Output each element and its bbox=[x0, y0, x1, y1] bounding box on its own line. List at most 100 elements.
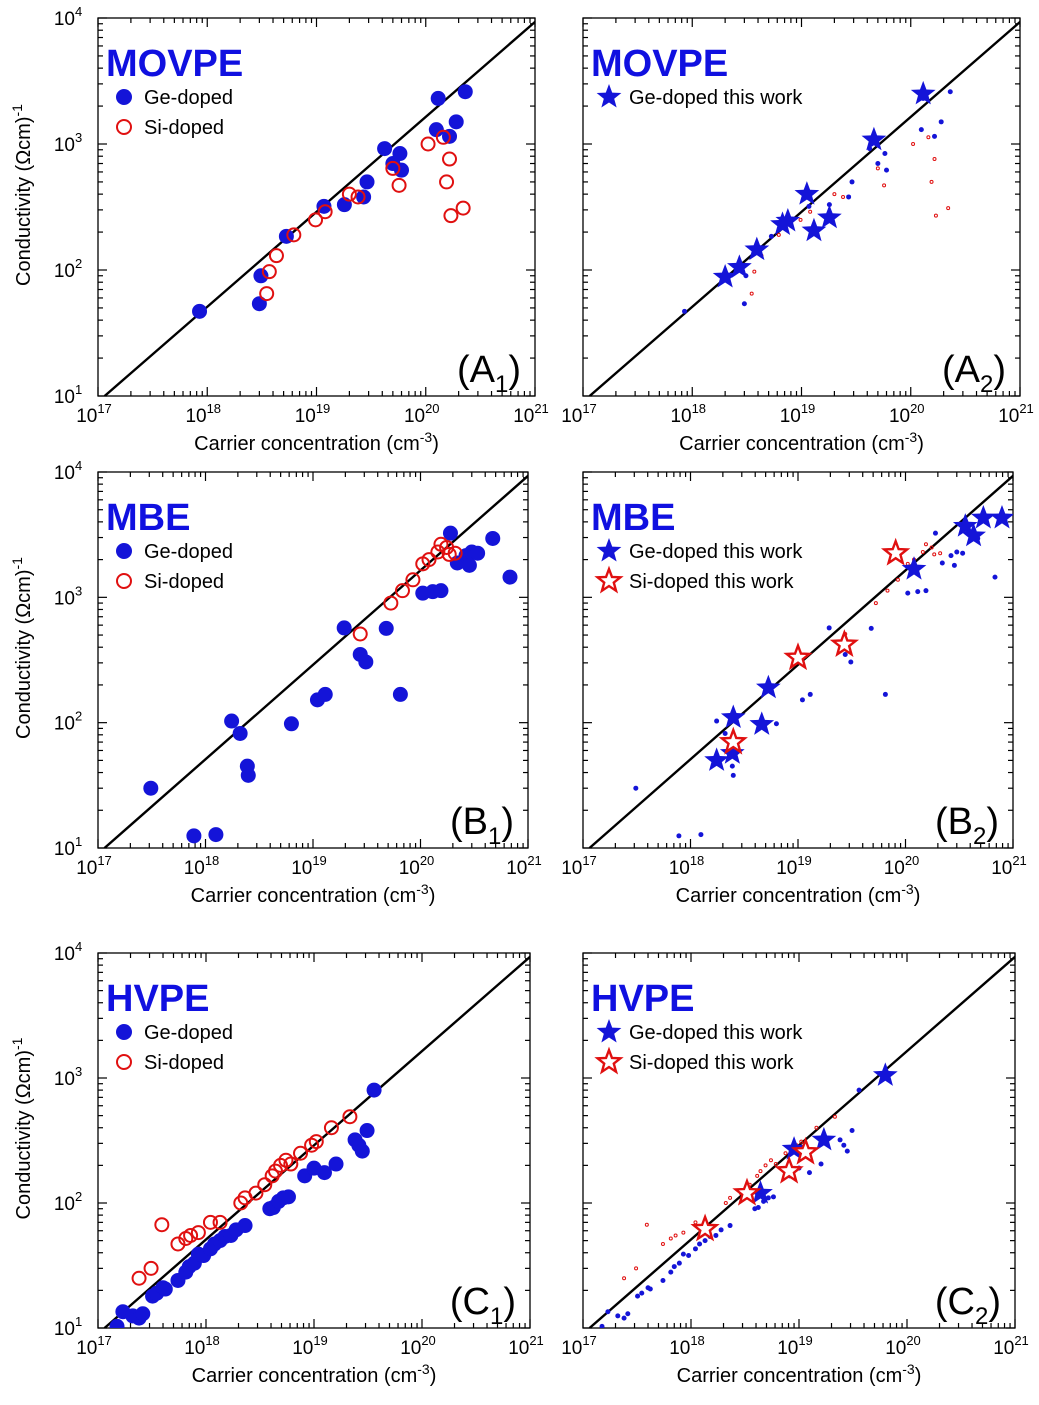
data-point bbox=[352, 626, 368, 642]
background-point bbox=[885, 588, 890, 593]
background-point bbox=[932, 157, 937, 162]
x-tick-exp: 20 bbox=[420, 853, 434, 868]
background-point bbox=[644, 1222, 649, 1227]
data-point bbox=[910, 80, 936, 105]
background-point bbox=[660, 1241, 665, 1246]
panel-label-sub: 2 bbox=[980, 371, 993, 398]
x-axis-title-sup: -3 bbox=[417, 1361, 430, 1377]
x-tick-exp: 19 bbox=[798, 1333, 812, 1348]
series-ge-doped bbox=[192, 84, 473, 319]
data-point bbox=[336, 620, 352, 636]
legend-marker bbox=[116, 89, 132, 105]
x-tick-base: 10 bbox=[669, 1338, 690, 1359]
y-tick-label: 102 bbox=[54, 709, 82, 735]
y-axis-title: Conductivity (Ωcm)-1 bbox=[9, 1037, 35, 1219]
data-point bbox=[744, 236, 770, 261]
y-tick-label: 102 bbox=[54, 256, 82, 282]
x-tick-label: 1018 bbox=[185, 401, 221, 427]
background-point bbox=[929, 545, 934, 550]
data-point bbox=[328, 1156, 344, 1172]
legend-marker bbox=[596, 1019, 622, 1043]
x-tick-base: 10 bbox=[991, 858, 1012, 879]
y-tick-label: 104 bbox=[54, 939, 82, 965]
data-point bbox=[502, 569, 518, 585]
x-tick-base: 10 bbox=[184, 858, 205, 879]
x-tick-base: 10 bbox=[404, 406, 425, 427]
data-point bbox=[872, 1062, 898, 1086]
plot-area bbox=[588, 955, 1015, 1328]
x-tick-label: 1021 bbox=[991, 853, 1027, 879]
background-point bbox=[946, 206, 951, 211]
y-axis-title-text: Conductivity (Ωcm) bbox=[13, 1050, 35, 1219]
data-point bbox=[756, 674, 781, 699]
data-point bbox=[704, 747, 729, 771]
series-si-doped bbox=[131, 1109, 358, 1286]
background-point bbox=[826, 202, 832, 208]
x-tick-exp: 17 bbox=[582, 1333, 596, 1348]
background-point bbox=[926, 135, 931, 140]
background-point bbox=[765, 1195, 771, 1201]
background-point bbox=[770, 1194, 776, 1200]
x-tick-exp: 17 bbox=[582, 853, 596, 868]
y-axis-title-text: Conductivity (Ωcm) bbox=[13, 117, 35, 286]
data-point bbox=[439, 174, 455, 190]
background-point bbox=[798, 217, 803, 222]
data-point bbox=[202, 1214, 218, 1230]
panel-label-open: (C bbox=[935, 1281, 975, 1323]
x-axis-title-sup: -3 bbox=[902, 1361, 915, 1377]
chart-c1: 1017 1018 1019 1020 1021101102103104Carrier … bbox=[9, 939, 544, 1387]
panel-label-close: ) bbox=[508, 349, 521, 391]
y-tick-exp: 1 bbox=[75, 382, 82, 397]
background-point bbox=[844, 1148, 850, 1154]
background-point bbox=[895, 577, 900, 582]
background-point bbox=[702, 1238, 708, 1244]
data-point bbox=[154, 1217, 170, 1233]
data-point bbox=[457, 84, 473, 100]
data-point bbox=[394, 162, 410, 178]
data-point bbox=[183, 1227, 199, 1243]
background-point bbox=[639, 1290, 645, 1296]
chart-a1: 1017 1018 1019 1020 1021101102103104Carrier … bbox=[9, 4, 549, 455]
x-tick-label: 1019 bbox=[780, 401, 816, 427]
x-tick-exp: 21 bbox=[1019, 401, 1033, 416]
background-point bbox=[947, 89, 953, 95]
background-point bbox=[915, 589, 921, 595]
x-tick-base: 10 bbox=[292, 1338, 313, 1359]
legend-marker bbox=[116, 543, 132, 559]
x-tick-label: 1018 bbox=[184, 853, 220, 879]
panel-title: MBE bbox=[591, 497, 675, 539]
legend-marker bbox=[116, 573, 132, 589]
x-axis-title-sup: -3 bbox=[416, 881, 429, 897]
data-point bbox=[447, 545, 463, 561]
x-tick-exp: 19 bbox=[801, 401, 815, 416]
panel-label-close: ) bbox=[988, 1281, 1001, 1323]
data-point bbox=[775, 207, 801, 232]
data-point bbox=[280, 1189, 296, 1205]
background-point bbox=[714, 718, 720, 724]
panels: 1017 1018 1019 1020 1021101102103104Carrier … bbox=[9, 4, 1034, 1387]
data-point bbox=[461, 557, 477, 573]
background-point bbox=[856, 1087, 862, 1093]
x-axis-title-end: ) bbox=[429, 885, 436, 907]
background-point bbox=[615, 1313, 621, 1319]
panel-label: (A2) bbox=[942, 349, 1006, 398]
background-point bbox=[882, 151, 888, 157]
background-point bbox=[741, 301, 747, 307]
y-tick-base: 10 bbox=[54, 1319, 75, 1340]
x-tick-base: 10 bbox=[561, 406, 582, 427]
x-tick-base: 10 bbox=[400, 1338, 421, 1359]
legend-marker bbox=[594, 1046, 624, 1075]
x-tick-label: 1021 bbox=[506, 853, 542, 879]
series-ge-doped-this-work bbox=[704, 504, 1013, 771]
background-point bbox=[939, 560, 945, 566]
plot-area bbox=[103, 20, 535, 396]
x-tick-base: 10 bbox=[669, 858, 690, 879]
data-point bbox=[135, 1306, 151, 1322]
x-tick-base: 10 bbox=[776, 858, 797, 879]
background-point bbox=[799, 697, 805, 703]
x-tick-base: 10 bbox=[777, 1338, 798, 1359]
background-point bbox=[697, 1241, 703, 1247]
y-tick-label: 103 bbox=[54, 130, 82, 156]
data-point bbox=[359, 174, 375, 190]
series-ge-doped-this-work bbox=[712, 80, 936, 288]
